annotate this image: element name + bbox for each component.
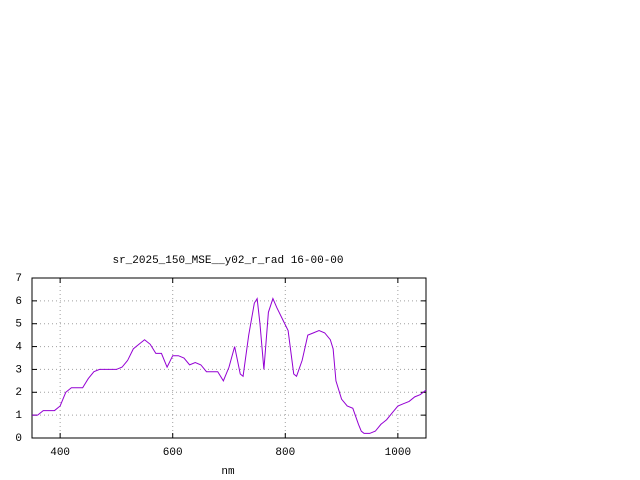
y-tick-label: 6 [15, 296, 22, 308]
y-tick-label: 4 [15, 341, 22, 353]
plot-frame [31, 277, 427, 439]
x-tick-label: 1000 [385, 447, 411, 459]
data-line [32, 297, 427, 434]
x-tick-label: 800 [275, 447, 295, 459]
y-tick-label: 2 [15, 387, 22, 399]
x-tick-label: 600 [163, 447, 183, 459]
y-tick-label: 0 [15, 433, 22, 445]
y-tick-label: 5 [15, 319, 22, 331]
y-tick-label: 7 [15, 273, 22, 285]
x-tick-label: 400 [50, 447, 70, 459]
y-tick-label: 1 [15, 410, 22, 422]
x-axis-label: nm [221, 466, 235, 478]
chart-title: sr_2025_150_MSE__y02_r_rad 16-00-00 [112, 255, 343, 267]
y-tick-label: 3 [15, 364, 22, 376]
